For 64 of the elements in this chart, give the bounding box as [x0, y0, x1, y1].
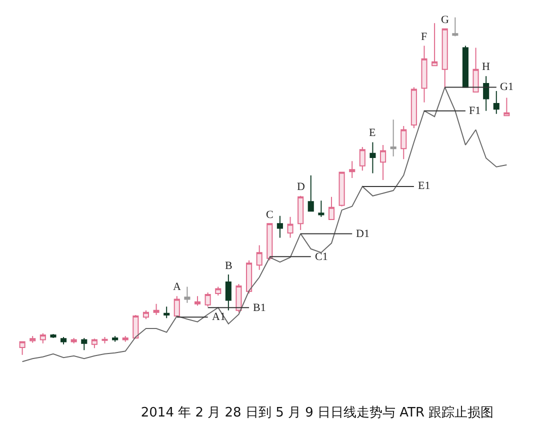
candlestick	[400, 126, 407, 160]
series-label: E1	[418, 180, 430, 192]
text: B	[225, 260, 232, 272]
series-label: B1	[253, 302, 266, 314]
candlestick	[318, 200, 324, 218]
series-label: G1	[500, 81, 514, 93]
candlestick	[504, 97, 510, 116]
candlestick	[442, 28, 448, 89]
candlestick	[246, 260, 252, 294]
candlestick	[40, 332, 46, 344]
candlestick	[81, 338, 88, 351]
candlestick	[102, 336, 108, 344]
candlestick	[19, 341, 26, 356]
series-label: F1	[469, 105, 481, 117]
text: E	[369, 127, 376, 139]
candlestick	[30, 335, 36, 344]
candlestick	[493, 90, 500, 114]
candlestick	[153, 303, 160, 316]
candlestick	[349, 160, 356, 179]
candlestick	[132, 314, 139, 340]
text: C	[266, 209, 274, 221]
candlestick	[164, 306, 170, 319]
candlestick	[308, 174, 314, 212]
candlestick	[204, 292, 211, 308]
candlestick	[225, 274, 232, 311]
candlestick	[142, 310, 149, 320]
candlestick	[370, 142, 376, 174]
text: D	[297, 181, 305, 193]
candlestick	[266, 223, 273, 261]
candlestick	[122, 335, 128, 342]
candlestick	[432, 22, 438, 66]
series-label: D1	[356, 228, 370, 240]
text: G	[441, 14, 449, 26]
candlestick	[421, 45, 428, 103]
candlestick	[276, 215, 283, 238]
text: F	[421, 31, 428, 43]
candlestick	[50, 333, 56, 338]
candlestick	[112, 335, 118, 342]
candlestick	[194, 296, 201, 306]
candlestick	[298, 195, 304, 230]
text: H	[482, 61, 490, 73]
candlestick	[328, 196, 335, 220]
candlestick	[60, 336, 67, 345]
text: A	[173, 281, 181, 293]
candlestick	[359, 146, 366, 172]
candlestick	[287, 216, 294, 238]
candlestick	[338, 172, 345, 207]
candlestick	[184, 286, 190, 304]
candlestick	[452, 16, 458, 37]
candlestick	[462, 45, 468, 88]
candlestick	[410, 86, 417, 129]
candlestick	[174, 296, 180, 318]
candlestick	[215, 286, 222, 296]
series-label: C1	[315, 251, 328, 263]
series-label: A1	[212, 311, 226, 323]
candlestick	[483, 76, 490, 112]
candlestick	[390, 119, 396, 157]
candlestick	[380, 144, 386, 181]
candlestick	[70, 338, 77, 344]
candlestick	[472, 47, 479, 92]
candlestick	[91, 338, 98, 349]
text: 2014 年 2 月 28 日到 5 月 9 日日线走势与 ATR 跟踪止损图	[140, 406, 494, 421]
candlestick	[236, 284, 242, 313]
candlestick	[256, 244, 262, 270]
